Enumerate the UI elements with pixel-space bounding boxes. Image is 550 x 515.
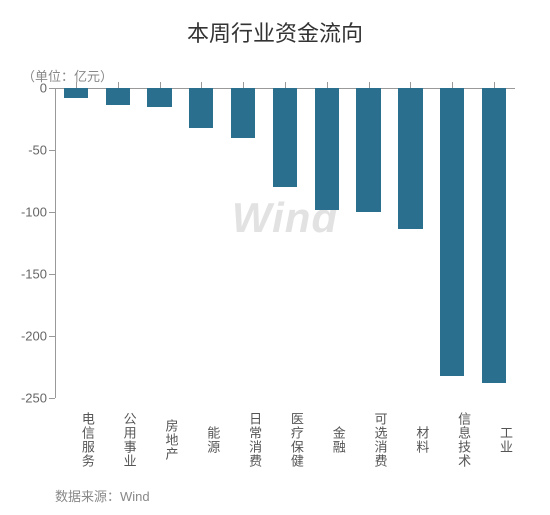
x-category-label: 工业 bbox=[473, 398, 515, 476]
bar-slot bbox=[55, 88, 97, 398]
bar-slot bbox=[222, 88, 264, 398]
x-category-label: 公用事业 bbox=[97, 398, 139, 476]
x-category-label: 能源 bbox=[180, 398, 222, 476]
y-tick-label: -250 bbox=[21, 391, 47, 406]
bar bbox=[440, 88, 464, 376]
bar-slot bbox=[306, 88, 348, 398]
x-category-label: 材料 bbox=[390, 398, 432, 476]
plot-area: 0-50-100-150-200-250 Wind 电信服务公用事业房地产能源日… bbox=[15, 88, 515, 398]
bars-group bbox=[55, 88, 515, 398]
y-tick-label: -100 bbox=[21, 205, 47, 220]
bar bbox=[64, 88, 88, 98]
x-category-label: 房地产 bbox=[139, 398, 181, 476]
source-label: 数据来源：Wind bbox=[55, 486, 150, 505]
x-category-label: 医疗保健 bbox=[264, 398, 306, 476]
bar bbox=[356, 88, 380, 212]
x-labels: 电信服务公用事业房地产能源日常消费医疗保健金融可选消费材料信息技术工业 bbox=[55, 398, 515, 476]
unit-label: （单位：亿元） bbox=[22, 66, 113, 85]
bar-slot bbox=[431, 88, 473, 398]
x-category-label: 日常消费 bbox=[222, 398, 264, 476]
bar bbox=[231, 88, 255, 138]
bar bbox=[147, 88, 171, 107]
bar bbox=[315, 88, 339, 210]
bar-slot bbox=[97, 88, 139, 398]
bar-slot bbox=[180, 88, 222, 398]
y-axis: 0-50-100-150-200-250 bbox=[15, 88, 55, 398]
bar bbox=[189, 88, 213, 128]
chart-title: 本周行业资金流向 bbox=[15, 16, 535, 48]
y-tick-label: -50 bbox=[28, 143, 47, 158]
bar bbox=[106, 88, 130, 105]
bar bbox=[398, 88, 422, 229]
y-tick-label: 0 bbox=[40, 81, 47, 96]
bar-slot bbox=[139, 88, 181, 398]
bar-slot bbox=[390, 88, 432, 398]
bar bbox=[482, 88, 506, 383]
x-category-label: 电信服务 bbox=[55, 398, 97, 476]
x-category-label: 可选消费 bbox=[348, 398, 390, 476]
chart-container: 本周行业资金流向 （单位：亿元） 0 -50 -100 -150 -200 -250 Wi… bbox=[0, 0, 550, 515]
bar bbox=[273, 88, 297, 187]
x-category-label: 金融 bbox=[306, 398, 348, 476]
y-tick-label: -150 bbox=[21, 267, 47, 282]
bar-slot bbox=[348, 88, 390, 398]
bar-slot bbox=[264, 88, 306, 398]
y-tick-label: -200 bbox=[21, 329, 47, 344]
plot-inner: Wind bbox=[55, 88, 515, 398]
x-category-label: 信息技术 bbox=[431, 398, 473, 476]
bar-slot bbox=[473, 88, 515, 398]
